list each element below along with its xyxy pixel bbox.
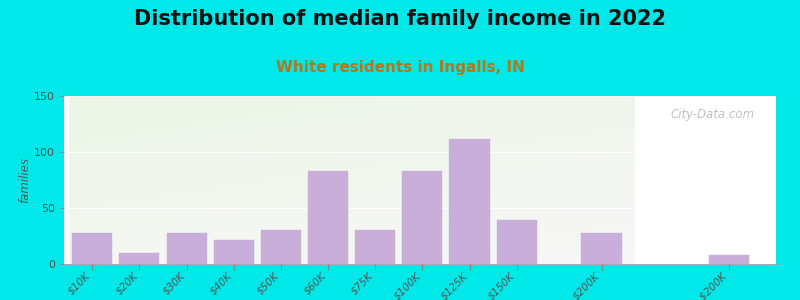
Bar	[166, 232, 206, 264]
Text: Distribution of median family income in 2022: Distribution of median family income in …	[134, 9, 666, 29]
Bar	[308, 171, 348, 264]
Bar	[355, 230, 395, 264]
Text: City-Data.com: City-Data.com	[670, 108, 754, 121]
Bar	[582, 232, 622, 264]
Bar	[497, 220, 537, 264]
Bar	[72, 232, 112, 264]
Bar	[214, 241, 254, 264]
Text: White residents in Ingalls, IN: White residents in Ingalls, IN	[275, 60, 525, 75]
Y-axis label: families: families	[18, 157, 31, 203]
Bar	[261, 230, 301, 264]
Bar	[450, 139, 490, 264]
Bar	[119, 253, 159, 264]
Bar	[402, 171, 442, 264]
Bar	[709, 255, 749, 264]
